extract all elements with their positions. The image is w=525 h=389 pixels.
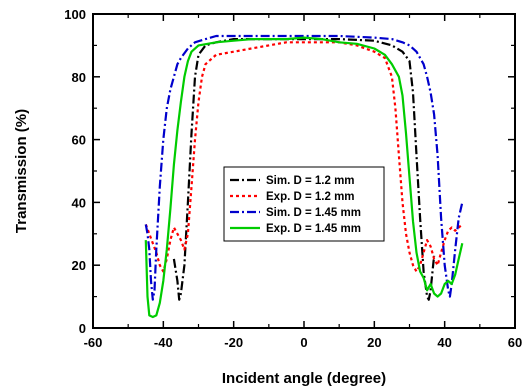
y-tick-label: 100 xyxy=(64,7,86,22)
x-tick-label: 60 xyxy=(508,335,522,350)
x-tick-label: -20 xyxy=(224,335,243,350)
y-tick-label: 80 xyxy=(72,70,86,85)
x-tick-label: 0 xyxy=(300,335,307,350)
series-layer xyxy=(144,34,464,319)
legend-label: Exp. D = 1.2 mm xyxy=(266,191,355,203)
series-line-2 xyxy=(144,41,464,273)
series-line-4 xyxy=(144,36,464,319)
x-axis-title: Incident angle (degree) xyxy=(222,370,386,387)
x-tick-label: 40 xyxy=(437,335,451,350)
y-axis-title: Transmission (%) xyxy=(13,109,30,233)
y-tick-label: 20 xyxy=(72,258,86,273)
legend-label: Exp. D = 1.45 mm xyxy=(266,223,361,235)
legend-label: Sim. D = 1.2 mm xyxy=(266,175,355,187)
x-tick-label: -60 xyxy=(84,335,103,350)
legend: Sim. D = 1.2 mm Exp. D = 1.2 mm Sim. D = 1… xyxy=(223,166,385,242)
ticks-layer: -60 -40 -20 0 20 40 60 0 20 40 60 80 100 xyxy=(64,7,522,350)
legend-label: Sim. D = 1.45 mm xyxy=(266,207,361,219)
series-line-3 xyxy=(144,34,464,301)
series-line-1 xyxy=(172,38,436,301)
y-tick-label: 40 xyxy=(72,195,86,210)
x-tick-label: -40 xyxy=(154,335,173,350)
y-tick-label: 60 xyxy=(72,133,86,148)
x-tick-label: 20 xyxy=(367,335,381,350)
y-tick-label: 0 xyxy=(79,321,86,336)
